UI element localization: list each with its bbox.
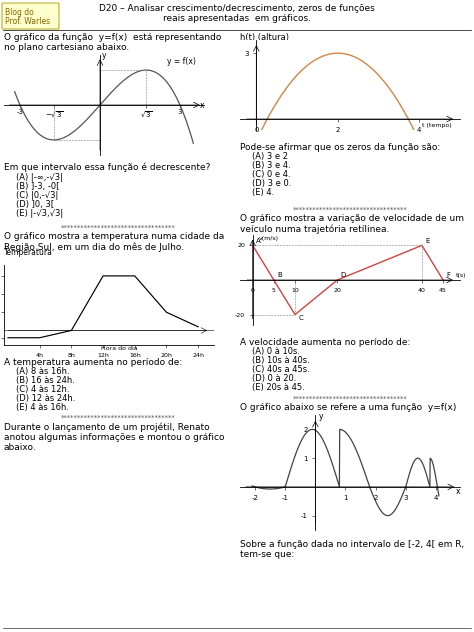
Text: Sobre a função dada no intervalo de [-2, 4[ em R,
tem-se que:: Sobre a função dada no intervalo de [-2,…	[240, 540, 464, 559]
Text: Hora do dia: Hora do dia	[100, 346, 137, 351]
Text: v(m/s): v(m/s)	[259, 236, 279, 241]
Text: Temperatura: Temperatura	[4, 248, 53, 257]
Text: Blog do: Blog do	[5, 8, 34, 17]
Text: (D) 0 à 20.: (D) 0 à 20.	[252, 374, 296, 383]
Text: x: x	[456, 487, 460, 496]
Text: t (tempo): t (tempo)	[422, 123, 452, 128]
Text: B: B	[277, 272, 282, 279]
Text: A: A	[256, 238, 261, 244]
Text: (B) 16 às 24h.: (B) 16 às 24h.	[16, 376, 75, 385]
Text: **********************************: **********************************	[292, 396, 407, 402]
Text: (C) |0,-√3|: (C) |0,-√3|	[16, 191, 58, 200]
Text: (B) 10s à 40s.: (B) 10s à 40s.	[252, 356, 310, 365]
Text: Pode-se afirmar que os zeros da função são:: Pode-se afirmar que os zeros da função s…	[240, 143, 440, 152]
Text: y: y	[102, 51, 107, 60]
Text: (E) 4.: (E) 4.	[252, 188, 274, 197]
Text: h(t) (altura): h(t) (altura)	[240, 33, 289, 42]
Text: (E) |-√3,√3|: (E) |-√3,√3|	[16, 209, 63, 218]
Text: E: E	[425, 238, 430, 244]
Text: (E) 20s à 45.: (E) 20s à 45.	[252, 383, 305, 392]
Text: (C) 40s a 45s.: (C) 40s a 45s.	[252, 365, 310, 374]
Text: F: F	[447, 272, 450, 279]
Text: Durante o lançamento de um projétil, Renato
anotou algumas informações e montou : Durante o lançamento de um projétil, Ren…	[4, 422, 225, 453]
Text: O gráfico abaixo se refere a uma função  y=f(x): O gráfico abaixo se refere a uma função …	[240, 403, 456, 412]
Text: D: D	[341, 272, 346, 279]
Text: O gráfico mostra a temperatura numa cidade da
Região Sul, em um dia do mês de Ju: O gráfico mostra a temperatura numa cida…	[4, 232, 224, 252]
Text: y = f(x): y = f(x)	[167, 57, 196, 66]
Text: x: x	[200, 102, 204, 111]
Text: (A) |-∞,-√3|: (A) |-∞,-√3|	[16, 173, 63, 182]
Text: D20 – Analisar crescimento/decrescimento, zeros de funções
reais apresentadas  e: D20 – Analisar crescimento/decrescimento…	[99, 4, 375, 23]
Text: (A) 8 às 16h.: (A) 8 às 16h.	[16, 367, 70, 376]
Text: A velocidade aumenta no período de:: A velocidade aumenta no período de:	[240, 338, 410, 347]
Text: A temperatura aumenta no período de:: A temperatura aumenta no período de:	[4, 358, 182, 367]
Text: Em que intervalo essa função é decrescente?: Em que intervalo essa função é decrescen…	[4, 163, 210, 173]
Text: (B) 3 e 4.: (B) 3 e 4.	[252, 161, 291, 170]
Text: (E) 4 às 16h.: (E) 4 às 16h.	[16, 403, 69, 412]
Text: (C) 4 às 12h.: (C) 4 às 12h.	[16, 385, 70, 394]
Text: (A) 0 à 10s.: (A) 0 à 10s.	[252, 347, 300, 356]
FancyBboxPatch shape	[2, 3, 59, 29]
Text: y: y	[319, 412, 323, 422]
Text: (D) 12 às 24h.: (D) 12 às 24h.	[16, 394, 75, 403]
Text: (C) 0 e 4.: (C) 0 e 4.	[252, 170, 291, 179]
Text: t(s): t(s)	[456, 272, 466, 277]
Text: (D) 3 e 0.: (D) 3 e 0.	[252, 179, 292, 188]
Text: C: C	[299, 315, 303, 321]
Text: **********************************: **********************************	[292, 207, 407, 213]
Text: (D) ]0, 3[: (D) ]0, 3[	[16, 200, 54, 209]
Text: **********************************: **********************************	[61, 225, 175, 231]
Text: **********************************: **********************************	[61, 415, 175, 421]
Text: O gráfico da função  y=f(x)  está representando
no plano cartesiano abaixo.: O gráfico da função y=f(x) está represen…	[4, 33, 221, 52]
Text: Prof. Warles: Prof. Warles	[5, 17, 50, 26]
Text: (A) 3 e 2: (A) 3 e 2	[252, 152, 288, 161]
Text: O gráfico mostra a variação de velocidade de um
veículo numa trajetória retíline: O gráfico mostra a variação de velocidad…	[240, 214, 464, 234]
Text: (B) ]-3, -0[: (B) ]-3, -0[	[16, 182, 60, 191]
